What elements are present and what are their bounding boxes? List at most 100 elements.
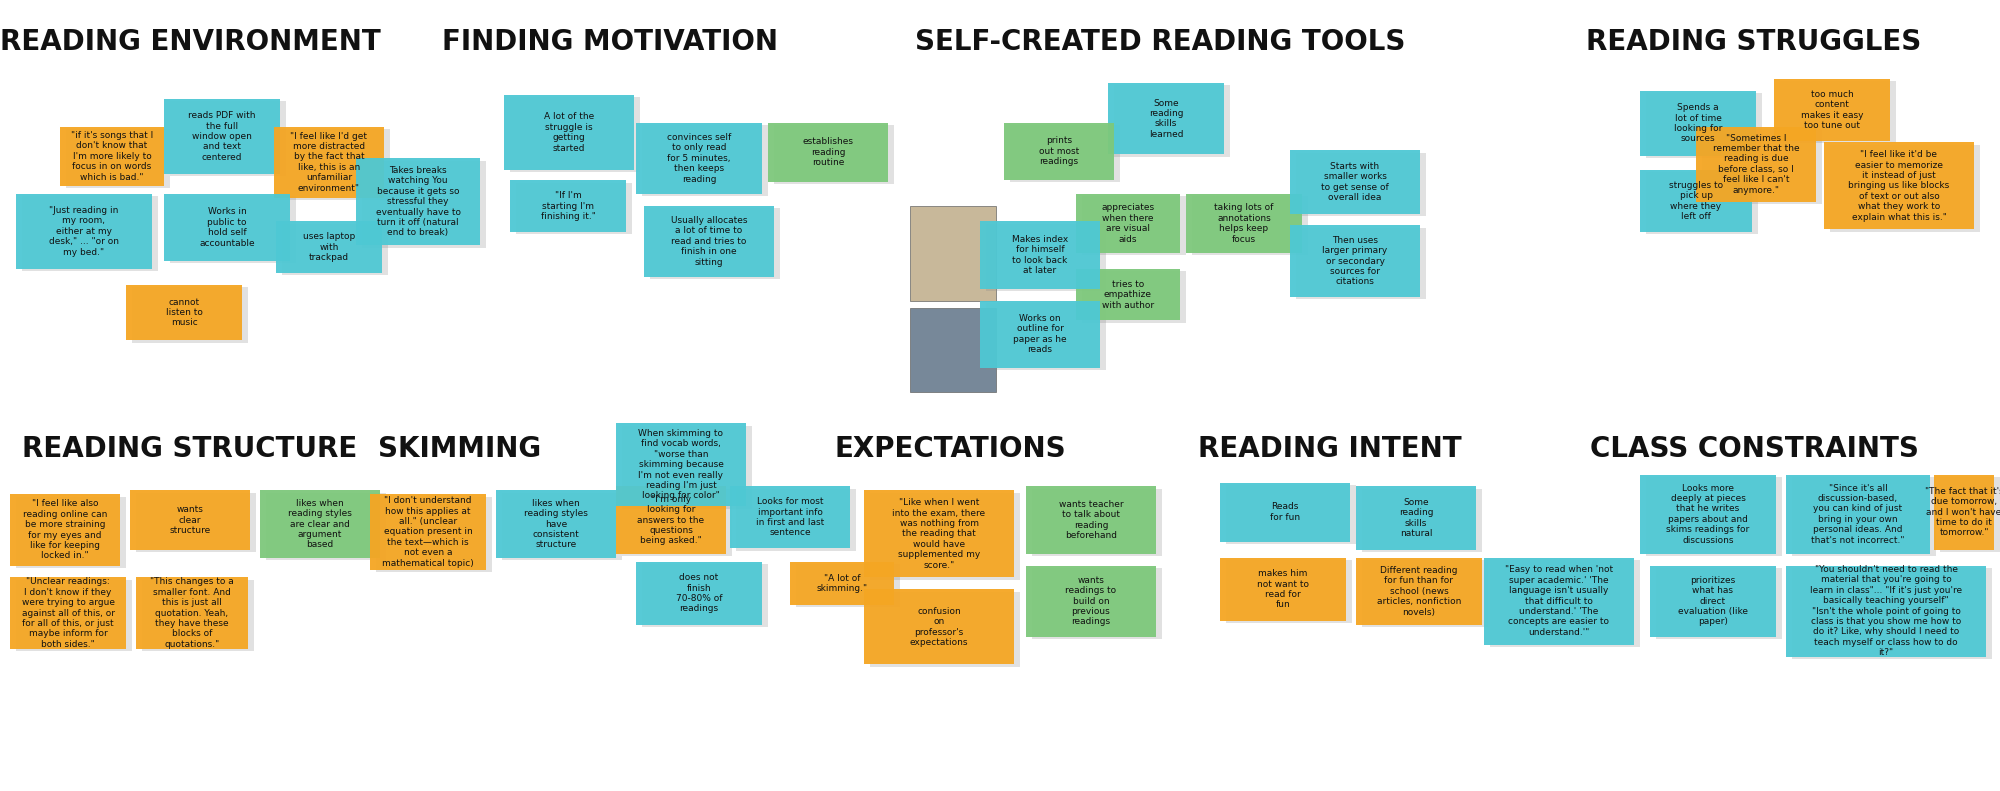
FancyBboxPatch shape bbox=[1786, 566, 1986, 657]
FancyBboxPatch shape bbox=[622, 489, 732, 556]
FancyBboxPatch shape bbox=[616, 423, 746, 506]
Text: Usually allocates
a lot of time to
read and tries to
finish in one
sitting: Usually allocates a lot of time to read … bbox=[670, 216, 748, 267]
FancyBboxPatch shape bbox=[516, 183, 632, 234]
Text: Reads
for fun: Reads for fun bbox=[1270, 502, 1300, 522]
FancyBboxPatch shape bbox=[1192, 196, 1308, 255]
Text: too much
content
makes it easy
too tune out: too much content makes it easy too tune … bbox=[1800, 90, 1864, 130]
FancyBboxPatch shape bbox=[616, 486, 726, 554]
FancyBboxPatch shape bbox=[376, 497, 492, 572]
Text: wants teacher
to talk about
reading
beforehand: wants teacher to talk about reading befo… bbox=[1058, 500, 1124, 540]
FancyBboxPatch shape bbox=[768, 123, 888, 182]
Text: "You shouldn't need to read the
material that you're going to
learn in class"...: "You shouldn't need to read the material… bbox=[1810, 565, 1962, 657]
Text: Takes breaks
watching You
because it gets so
stressful they
eventually have to
t: Takes breaks watching You because it get… bbox=[376, 166, 460, 237]
Text: "I'm only
looking for
answers to the
questions
being asked.": "I'm only looking for answers to the que… bbox=[638, 495, 704, 545]
FancyBboxPatch shape bbox=[986, 224, 1106, 291]
Text: Works in
public to
hold self
accountable: Works in public to hold self accountable bbox=[200, 207, 254, 248]
FancyBboxPatch shape bbox=[1934, 475, 1994, 550]
FancyBboxPatch shape bbox=[1940, 477, 2000, 552]
Text: "Since it's all
discussion-based,
you can kind of just
bring in your own
persona: "Since it's all discussion-based, you ca… bbox=[1812, 483, 1904, 545]
FancyBboxPatch shape bbox=[1290, 150, 1420, 214]
Text: FINDING MOTIVATION: FINDING MOTIVATION bbox=[442, 28, 778, 55]
FancyBboxPatch shape bbox=[796, 564, 900, 607]
FancyBboxPatch shape bbox=[282, 224, 388, 275]
FancyBboxPatch shape bbox=[1082, 196, 1186, 255]
FancyBboxPatch shape bbox=[126, 285, 242, 340]
Text: reads PDF with
the full
window open
and text
centered: reads PDF with the full window open and … bbox=[188, 112, 256, 161]
FancyBboxPatch shape bbox=[870, 592, 1020, 667]
Text: "I feel like it'd be
easier to memorize
it instead of just
bringing us like bloc: "I feel like it'd be easier to memorize … bbox=[1848, 150, 1950, 221]
FancyBboxPatch shape bbox=[136, 493, 256, 552]
FancyBboxPatch shape bbox=[644, 206, 774, 277]
Text: convinces self
to only read
for 5 minutes,
then keeps
reading: convinces self to only read for 5 minute… bbox=[666, 133, 732, 184]
FancyBboxPatch shape bbox=[260, 490, 380, 558]
FancyBboxPatch shape bbox=[1290, 225, 1420, 297]
FancyBboxPatch shape bbox=[1004, 123, 1114, 180]
Text: "Like when I went
into the exam, there
was nothing from
the reading that
would h: "Like when I went into the exam, there w… bbox=[892, 498, 986, 570]
FancyBboxPatch shape bbox=[1696, 127, 1816, 202]
FancyBboxPatch shape bbox=[1356, 486, 1476, 550]
Text: struggles to
pick up
where they
left off: struggles to pick up where they left off bbox=[1668, 181, 1724, 221]
FancyBboxPatch shape bbox=[864, 490, 1014, 577]
FancyBboxPatch shape bbox=[1792, 477, 1936, 556]
FancyBboxPatch shape bbox=[22, 196, 158, 271]
Text: likes when
reading styles
have
consistent
structure: likes when reading styles have consisten… bbox=[524, 499, 588, 549]
FancyBboxPatch shape bbox=[274, 127, 384, 198]
FancyBboxPatch shape bbox=[1484, 558, 1634, 645]
FancyBboxPatch shape bbox=[1362, 560, 1488, 627]
FancyBboxPatch shape bbox=[1640, 170, 1752, 232]
FancyBboxPatch shape bbox=[1114, 85, 1230, 157]
FancyBboxPatch shape bbox=[650, 208, 780, 279]
FancyBboxPatch shape bbox=[370, 494, 486, 570]
FancyBboxPatch shape bbox=[1082, 271, 1186, 323]
Text: "I feel like also
reading online can
be more straining
for my eyes and
like for : "I feel like also reading online can be … bbox=[22, 499, 108, 561]
FancyBboxPatch shape bbox=[60, 127, 164, 186]
FancyBboxPatch shape bbox=[1186, 194, 1302, 253]
FancyBboxPatch shape bbox=[16, 497, 126, 568]
FancyBboxPatch shape bbox=[170, 101, 286, 176]
FancyBboxPatch shape bbox=[10, 494, 120, 566]
FancyBboxPatch shape bbox=[1010, 125, 1120, 182]
Text: likes when
reading styles
are clear and
argument
based: likes when reading styles are clear and … bbox=[288, 499, 352, 549]
Text: makes him
not want to
read for
fun: makes him not want to read for fun bbox=[1258, 570, 1308, 609]
Text: "Easy to read when 'not
super academic.' 'The
language isn't usually
that diffic: "Easy to read when 'not super academic.'… bbox=[1504, 566, 1614, 637]
FancyBboxPatch shape bbox=[980, 221, 1100, 289]
Text: taking lots of
annotations
helps keep
focus: taking lots of annotations helps keep fo… bbox=[1214, 203, 1274, 244]
FancyBboxPatch shape bbox=[1220, 558, 1346, 621]
Text: wants
readings to
build on
previous
readings: wants readings to build on previous read… bbox=[1066, 576, 1116, 626]
Text: Different reading
for fun than for
school (news
articles, nonfiction
novels): Different reading for fun than for schoo… bbox=[1376, 566, 1462, 616]
FancyBboxPatch shape bbox=[356, 158, 480, 245]
FancyBboxPatch shape bbox=[1108, 83, 1224, 154]
Text: Some
reading
skills
natural: Some reading skills natural bbox=[1398, 498, 1434, 538]
FancyBboxPatch shape bbox=[790, 562, 894, 605]
FancyBboxPatch shape bbox=[164, 194, 290, 261]
FancyBboxPatch shape bbox=[642, 125, 768, 196]
FancyBboxPatch shape bbox=[1656, 568, 1782, 639]
Text: "If I'm
starting I'm
finishing it.": "If I'm starting I'm finishing it." bbox=[540, 191, 596, 221]
FancyBboxPatch shape bbox=[1786, 475, 1930, 554]
Text: READING STRUGGLES: READING STRUGGLES bbox=[1586, 28, 1922, 55]
FancyBboxPatch shape bbox=[170, 196, 296, 263]
Text: "I don't understand
how this applies at
all." (unclear
equation present in
the t: "I don't understand how this applies at … bbox=[382, 496, 474, 568]
FancyBboxPatch shape bbox=[1650, 566, 1776, 637]
FancyBboxPatch shape bbox=[1032, 489, 1162, 556]
Text: uses laptop
with
trackpad: uses laptop with trackpad bbox=[302, 233, 356, 262]
Text: Starts with
smaller works
to get sense of
overall idea: Starts with smaller works to get sense o… bbox=[1322, 162, 1388, 202]
Text: "Unclear readings:
I don't know if they
were trying to argue
against all of this: "Unclear readings: I don't know if they … bbox=[22, 577, 114, 649]
FancyBboxPatch shape bbox=[1296, 153, 1426, 216]
FancyBboxPatch shape bbox=[1774, 79, 1890, 141]
Text: "Just reading in
my room,
either at my
desk," ... "or on
my bed.": "Just reading in my room, either at my d… bbox=[48, 206, 120, 256]
FancyBboxPatch shape bbox=[502, 493, 622, 560]
FancyBboxPatch shape bbox=[1824, 142, 1974, 229]
Text: "if it's songs that I
don't know that
I'm more likely to
focus in on words
which: "if it's songs that I don't know that I'… bbox=[70, 131, 154, 181]
Text: READING INTENT: READING INTENT bbox=[1198, 435, 1462, 463]
FancyBboxPatch shape bbox=[736, 489, 856, 551]
FancyBboxPatch shape bbox=[66, 129, 170, 188]
Text: Looks for most
important info
in first and last
sentence: Looks for most important info in first a… bbox=[756, 498, 824, 537]
Text: prints
out most
readings: prints out most readings bbox=[1038, 136, 1080, 166]
FancyBboxPatch shape bbox=[1026, 486, 1156, 554]
FancyBboxPatch shape bbox=[1830, 145, 1980, 232]
FancyBboxPatch shape bbox=[910, 308, 996, 392]
FancyBboxPatch shape bbox=[130, 490, 250, 550]
FancyBboxPatch shape bbox=[864, 589, 1014, 664]
FancyBboxPatch shape bbox=[280, 129, 390, 200]
